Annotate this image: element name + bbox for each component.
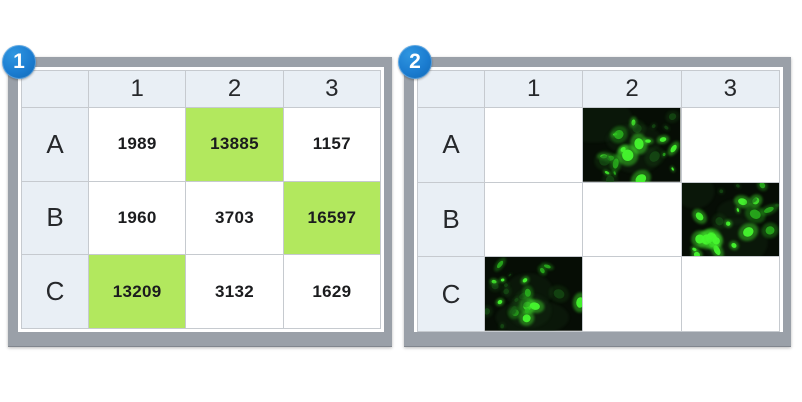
column-header-2: 2 (185, 70, 284, 108)
fluorescence-image (485, 257, 583, 332)
well-A3-value[interactable]: 1157 (282, 107, 382, 182)
row-header-C: C (417, 256, 485, 333)
column-header-1: 1 (483, 70, 584, 108)
counts-table-inner: 1 2 3 A 1989 13885 1157 B 1960 3703 1659… (18, 67, 384, 332)
fluorescence-micrograph (681, 182, 779, 257)
micrograph-table-panel: 2 1 2 3 A B C (398, 45, 791, 347)
well-C1-value[interactable]: 13209 (87, 254, 187, 329)
well-C1-image-cell[interactable] (483, 256, 584, 333)
fluorescence-micrograph (583, 108, 681, 182)
table-row: A 1989 13885 1157 (21, 107, 382, 182)
counts-table-panel: 1 1 2 3 A 1989 13885 1157 B 1960 3703 16… (2, 45, 392, 347)
well-B1-image-cell[interactable] (483, 181, 584, 258)
well-C3-value[interactable]: 1629 (282, 254, 382, 329)
well-C2-image-cell[interactable] (582, 256, 682, 333)
fluorescence-image (583, 108, 681, 182)
table-row: C (417, 256, 781, 333)
well-B3-image-cell[interactable] (680, 181, 781, 258)
micrograph-well-grid: 1 2 3 A B C (417, 70, 781, 333)
well-A1-image-cell[interactable] (483, 107, 584, 183)
step-badge-2: 2 (398, 45, 432, 79)
well-A1-value[interactable]: 1989 (87, 107, 187, 182)
table-row: B 1960 3703 16597 (21, 180, 382, 256)
column-header-2: 2 (582, 70, 682, 108)
table-row: B (417, 181, 781, 258)
counts-well-grid: 1 2 3 A 1989 13885 1157 B 1960 3703 1659… (21, 70, 382, 329)
step-badge-1: 1 (2, 45, 36, 79)
well-A2-image-cell[interactable] (582, 107, 682, 183)
fluorescence-micrograph (485, 257, 583, 332)
table-row: C 13209 3132 1629 (21, 254, 382, 329)
row-header-C: C (21, 254, 89, 329)
well-C3-image-cell[interactable] (680, 256, 781, 333)
well-A2-value[interactable]: 13885 (185, 107, 284, 182)
well-C2-value[interactable]: 3132 (185, 254, 284, 329)
step-badge-1-number: 1 (13, 50, 25, 73)
well-B3-value[interactable]: 16597 (282, 180, 382, 256)
step-badge-2-number: 2 (409, 50, 421, 73)
column-header-3: 3 (680, 70, 781, 108)
fluorescence-image (681, 182, 779, 257)
column-header-3: 3 (282, 70, 382, 108)
well-B1-value[interactable]: 1960 (87, 180, 187, 256)
column-header-1: 1 (87, 70, 187, 108)
row-header-A: A (417, 107, 485, 183)
row-header-B: B (21, 180, 89, 256)
corner-cell (417, 70, 485, 108)
row-header-A: A (21, 107, 89, 182)
well-B2-value[interactable]: 3703 (185, 180, 284, 256)
table-row: A (417, 107, 781, 183)
well-A3-image-cell[interactable] (680, 107, 781, 183)
row-header-B: B (417, 181, 485, 258)
corner-cell (21, 70, 89, 108)
well-B2-image-cell[interactable] (582, 181, 682, 258)
micrograph-table-inner: 1 2 3 A B C (414, 67, 783, 333)
